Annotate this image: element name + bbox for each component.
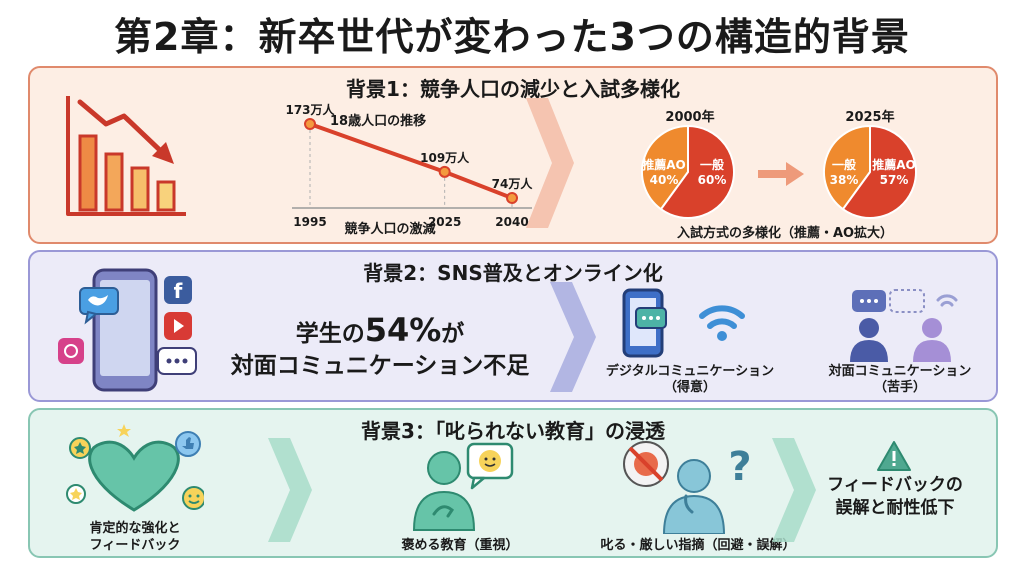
line-chart-data-label: 109万人 — [420, 150, 470, 165]
pie-slice — [841, 124, 917, 219]
pie-slice — [823, 124, 871, 211]
smartphone-sns-icon: f — [58, 268, 197, 392]
pie-2025-slice-label-0: 一般 38% — [829, 158, 859, 187]
line-chart-title: 18歳人口の推移 — [330, 114, 427, 129]
feedback-result-text: フィードバックの 誤解と耐性低下 — [827, 475, 963, 518]
panel-background-3: 背景3：「叱られない教育」の浸透 肯定的な強化と フィードバック 褒める教育（重視… — [28, 408, 998, 558]
facebook-icon: f — [174, 279, 183, 303]
pie-2025-slice-label-1: 推薦AO 57% — [872, 158, 916, 187]
pie-slice — [659, 124, 735, 219]
line-chart-data-label: 173万人 — [285, 102, 335, 117]
digital-comm-label: デジタルコミュニケーション （得意） — [605, 364, 775, 395]
page-title: 第2章：新卒世代が変わった3つの構造的背景 — [114, 15, 910, 59]
pie-2025-year: 2025年 — [845, 110, 895, 125]
population-line-chart: 173万人 1995 109万人 2025 74万人 2040 — [285, 102, 534, 229]
line-chart-point — [304, 118, 316, 130]
chevron-right-icon — [772, 438, 816, 542]
praising-person-icon — [412, 442, 514, 531]
line-chart-data-label: 74万人 — [492, 176, 534, 191]
positive-reinforcement-label: 肯定的な強化と フィードバック — [89, 521, 181, 553]
warning-triangle-icon — [877, 441, 911, 471]
pie-2000-slice-label-0: 推薦AO 40% — [642, 158, 686, 187]
arrow-right-icon — [758, 162, 804, 186]
pie-2000-year: 2000年 — [665, 110, 715, 125]
smartphone-wifi-icon — [622, 288, 745, 358]
heart-reactions-icon — [66, 424, 204, 512]
line-chart-xlabel: 競争人口の激減 — [344, 222, 436, 237]
panel-background-2: 背景2：SNS普及とオンライン化 f 学生の54%が 対面コミュニケーション不足… — [28, 250, 998, 402]
face-to-face-people-icon — [850, 289, 958, 362]
pie-chart-2025 — [823, 124, 917, 219]
line-chart-point — [506, 192, 518, 204]
chevron-right-icon — [268, 438, 312, 542]
face-comm-label: 対面コミュニケーション （苦手） — [828, 364, 972, 395]
panel-2-heading: 背景2：SNS普及とオンライン化 — [363, 261, 663, 285]
question-mark: ? — [728, 444, 751, 490]
chevron-right-icon — [550, 282, 596, 392]
line-chart-tick-label: 2040 — [495, 215, 528, 229]
pie-chart-2000 — [641, 124, 735, 219]
line-chart-point — [438, 165, 451, 178]
pie-2000-slice-label-1: 一般 60% — [697, 158, 727, 187]
declining-bar-chart-icon — [66, 96, 186, 216]
panel-1-heading: 背景1：競争人口の減少と入試多様化 — [346, 77, 680, 101]
confused-person-no-scolding-icon: ? — [623, 441, 752, 534]
line-chart-tick-label: 2025 — [428, 215, 461, 229]
scold-label: 叱る・厳しい指摘（回避・誤解） — [600, 538, 796, 553]
praise-label: 褒める教育（重視） — [401, 538, 519, 553]
chevron-right-icon — [526, 98, 574, 228]
panel-3-heading: 背景3：「叱られない教育」の浸透 — [361, 419, 665, 443]
pie-slice — [641, 124, 689, 211]
pie-caption: 入試方式の多様化（推薦・AO拡大） — [676, 226, 894, 241]
line-chart-series-line — [308, 122, 514, 200]
sns-stat-text: 学生の54%が 対面コミュニケーション不足 — [230, 311, 530, 379]
panel-background-1: 背景1：競争人口の減少と入試多様化 18歳人口の推移 173万人 1995 109万… — [28, 66, 998, 244]
line-chart-tick-label: 1995 — [293, 215, 326, 229]
